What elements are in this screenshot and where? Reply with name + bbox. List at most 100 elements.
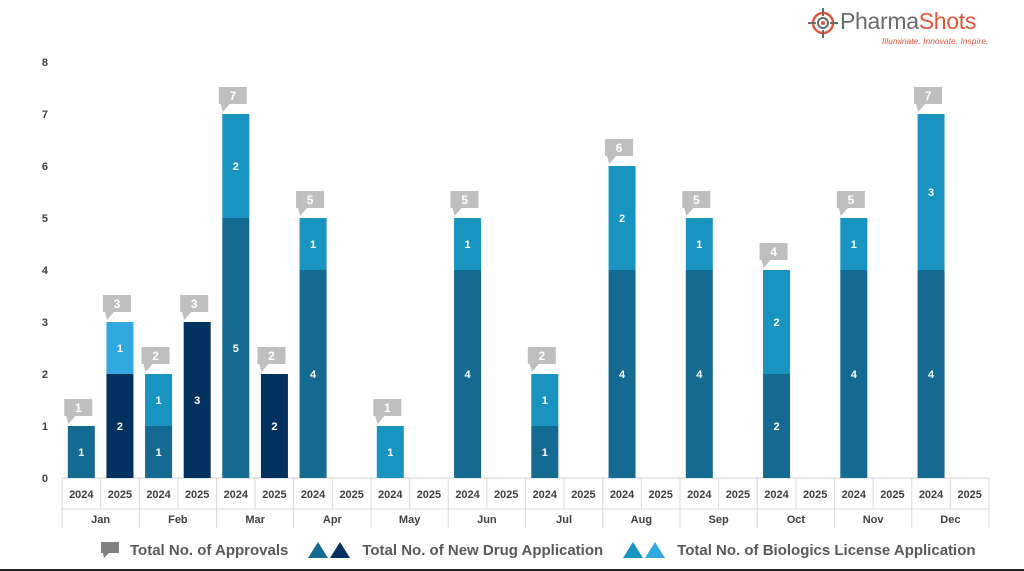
bottom-divider	[0, 569, 1024, 571]
total-value-label: 5	[461, 193, 468, 207]
year-label: 2025	[957, 489, 981, 501]
total-callout	[682, 191, 711, 208]
year-label: 2025	[726, 489, 750, 501]
year-label: 2024	[301, 489, 326, 501]
total-callout	[759, 243, 788, 260]
callout-swatch-icon	[101, 542, 119, 558]
total-callout-pointer	[916, 104, 926, 112]
total-value-label: 5	[693, 193, 700, 207]
total-value-label: 2	[152, 349, 159, 363]
nda-value-label: 4	[851, 369, 858, 381]
bla-value-label: 2	[774, 317, 780, 329]
bla-value-label: 3	[928, 187, 934, 199]
nda-value-label: 4	[696, 369, 703, 381]
y-tick-label: 3	[42, 317, 48, 329]
bla-bar	[299, 218, 327, 270]
nda-value-label: 2	[271, 421, 277, 433]
bla-value-label: 1	[310, 239, 316, 251]
total-callout	[450, 191, 479, 208]
total-value-label: 3	[191, 297, 198, 311]
nda-value-label: 2	[774, 421, 780, 433]
nda-value-label: 1	[542, 447, 548, 459]
bla-bar	[917, 114, 945, 270]
bla-value-label: 1	[696, 239, 702, 251]
year-label: 2025	[262, 489, 286, 501]
total-callout	[257, 347, 286, 364]
bla-bar	[222, 114, 250, 218]
year-label: 2024	[687, 489, 712, 501]
year-label: 2025	[417, 489, 441, 501]
total-callout	[180, 295, 209, 312]
bla-bar	[840, 218, 868, 270]
bla-bar	[608, 166, 636, 270]
bla-value-label: 1	[851, 239, 857, 251]
nda-bar	[67, 426, 95, 478]
total-callout-pointer	[607, 156, 617, 164]
total-value-label: 4	[770, 245, 777, 259]
year-label: 2025	[108, 489, 132, 501]
bla-bar	[763, 270, 791, 374]
total-callout-pointer	[838, 208, 848, 216]
bla-bar	[531, 374, 559, 426]
total-callout-pointer	[182, 312, 192, 320]
year-label: 2024	[69, 489, 94, 501]
y-tick-label: 0	[42, 473, 48, 485]
month-label: Jun	[477, 514, 497, 526]
nda-bar	[608, 270, 636, 478]
y-tick-label: 2	[42, 369, 48, 381]
total-callout	[102, 295, 131, 312]
total-callout	[836, 191, 865, 208]
nda-value-label: 4	[465, 369, 472, 381]
nda-value-label: 1	[156, 447, 162, 459]
y-tick-label: 1	[42, 421, 48, 433]
pharmashots-logo: PharmaShots Illuminate. Innovate. Inspir…	[808, 6, 1008, 50]
total-callout-pointer	[220, 104, 230, 112]
total-callout-pointer	[375, 416, 385, 424]
legend-label-approvals: Total No. of Approvals	[130, 541, 289, 559]
total-value-label: 7	[925, 89, 932, 103]
month-label: Feb	[168, 514, 188, 526]
legend-item-nda: Total No. of New Drug Application	[306, 541, 603, 559]
total-value-label: 6	[616, 141, 623, 155]
nda-value-label: 5	[233, 343, 239, 355]
legend-item-bla: Total No. of Biologics License Applicati…	[621, 541, 976, 559]
nda-bar	[685, 270, 713, 478]
crosshair-logo-icon	[808, 8, 838, 38]
total-callout-pointer	[452, 208, 462, 216]
total-callout	[914, 87, 943, 104]
nda-swatch-icon	[308, 542, 351, 558]
logo-tagline: Illuminate. Innovate. Inspire.	[882, 36, 989, 46]
month-label: Apr	[323, 514, 343, 526]
total-callout	[605, 139, 634, 156]
month-label: May	[399, 514, 421, 526]
bla-bar	[106, 322, 134, 374]
year-label: 2024	[378, 489, 403, 501]
nda-bar	[454, 270, 482, 478]
total-value-label: 2	[268, 349, 275, 363]
total-value-label: 2	[538, 349, 545, 363]
total-value-label: 5	[307, 193, 314, 207]
legend-label-nda: Total No. of New Drug Application	[362, 541, 604, 559]
total-value-label: 3	[114, 297, 121, 311]
total-value-label: 7	[229, 89, 236, 103]
year-label: 2025	[339, 489, 363, 501]
bla-bar	[685, 218, 713, 270]
nda-value-label: 3	[194, 395, 200, 407]
nda-value-label: 4	[310, 369, 317, 381]
total-callout	[64, 399, 93, 416]
y-tick-label: 8	[42, 57, 48, 69]
nda-bar	[183, 322, 211, 478]
month-label: Nov	[863, 514, 885, 526]
bla-bar	[376, 426, 404, 478]
nda-bar	[763, 374, 791, 478]
y-tick-label: 4	[42, 265, 49, 277]
year-label: 2025	[494, 489, 518, 501]
year-label: 2024	[610, 489, 635, 501]
chart-legend: Total No. of Approvals Total No. of New …	[100, 539, 994, 561]
logo-wordmark: PharmaShots	[840, 8, 977, 34]
legend-item-approvals: Total No. of Approvals	[100, 541, 288, 559]
total-value-label: 1	[384, 401, 391, 415]
total-value-label: 5	[847, 193, 854, 207]
total-callout	[141, 347, 170, 364]
